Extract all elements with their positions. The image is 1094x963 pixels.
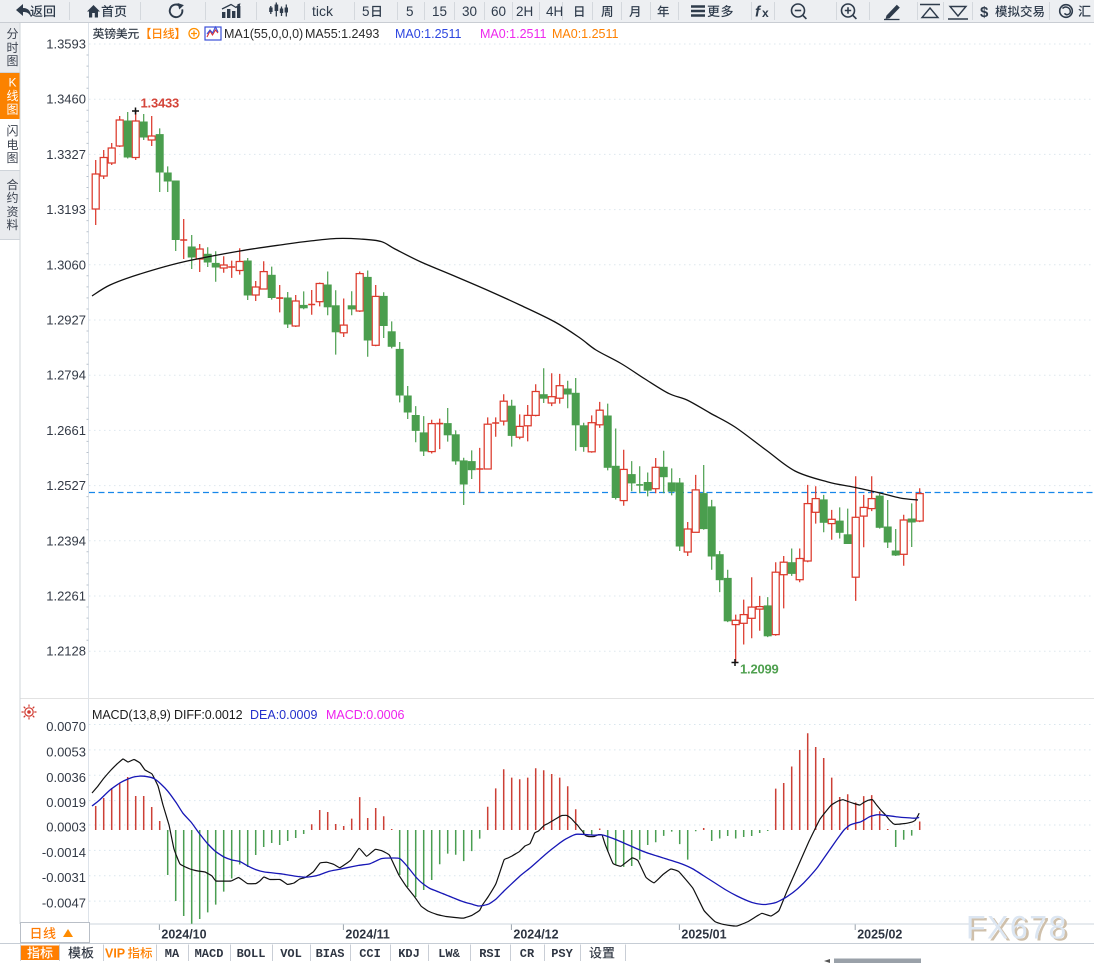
svg-text:BOLL: BOLL <box>237 947 266 961</box>
svg-text:MACD: MACD <box>195 947 224 961</box>
svg-text:FX678: FX678 <box>969 912 1071 948</box>
svg-text:电: 电 <box>6 138 18 152</box>
svg-text:1.2527: 1.2527 <box>46 478 86 493</box>
svg-text:0.0070: 0.0070 <box>46 719 86 734</box>
svg-text:1.2794: 1.2794 <box>46 368 86 383</box>
svg-text:2024/12: 2024/12 <box>513 928 558 942</box>
svg-text:-0.0031: -0.0031 <box>42 870 86 885</box>
svg-text:MA1(55,0,0,0): MA1(55,0,0,0) <box>224 27 303 41</box>
svg-text:MACD:0.0006: MACD:0.0006 <box>326 708 405 722</box>
svg-text:资: 资 <box>6 205 18 219</box>
svg-text:约: 约 <box>6 190 18 205</box>
svg-text:tick: tick <box>312 3 334 19</box>
svg-text:CR: CR <box>520 947 535 961</box>
svg-text:-0.0014: -0.0014 <box>42 845 86 860</box>
svg-text:1.2128: 1.2128 <box>46 644 86 659</box>
svg-text:MACD(13,8,9) DIFF:0.0012: MACD(13,8,9) DIFF:0.0012 <box>92 708 243 722</box>
svg-text:1.3433: 1.3433 <box>141 96 180 111</box>
svg-text:15: 15 <box>432 4 447 19</box>
svg-text:2H: 2H <box>516 4 533 19</box>
svg-text:VOL: VOL <box>280 947 302 961</box>
svg-text:图: 图 <box>6 103 18 117</box>
svg-text:1.2394: 1.2394 <box>46 533 86 548</box>
svg-text:时: 时 <box>6 41 18 55</box>
svg-text:MA0:1.2511: MA0:1.2511 <box>552 27 619 41</box>
svg-text:1.3327: 1.3327 <box>46 147 86 162</box>
svg-text:CCI: CCI <box>359 947 381 961</box>
svg-text:60: 60 <box>491 4 506 19</box>
svg-text:1.2099: 1.2099 <box>740 662 779 677</box>
svg-text:2024/10: 2024/10 <box>161 928 206 942</box>
svg-text:分: 分 <box>6 27 18 41</box>
svg-text:线: 线 <box>6 89 18 103</box>
svg-text:1.3460: 1.3460 <box>46 92 86 107</box>
svg-text:f: f <box>755 4 762 21</box>
svg-text:1.3060: 1.3060 <box>46 257 86 272</box>
svg-text:KDJ: KDJ <box>398 947 420 961</box>
svg-text:1.2261: 1.2261 <box>46 589 86 604</box>
svg-text:MA55:1.2493: MA55:1.2493 <box>305 27 379 41</box>
svg-text:2025/01: 2025/01 <box>681 928 726 942</box>
svg-text:图: 图 <box>6 151 18 165</box>
svg-text:VIP: VIP <box>105 947 125 961</box>
svg-text:-0.0047: -0.0047 <box>42 896 86 911</box>
svg-text:LW&: LW& <box>438 947 460 961</box>
svg-text:1.3593: 1.3593 <box>46 37 86 52</box>
svg-text:0.0003: 0.0003 <box>46 820 86 835</box>
svg-text:FX678: FX678 <box>966 910 1068 946</box>
svg-text:BIAS: BIAS <box>316 947 345 961</box>
svg-text:0.0019: 0.0019 <box>46 795 86 810</box>
svg-text:0.0053: 0.0053 <box>46 744 86 759</box>
svg-text:2024/11: 2024/11 <box>345 928 390 942</box>
svg-text:RSI: RSI <box>479 947 501 961</box>
svg-text:$: $ <box>980 4 989 21</box>
svg-text:图: 图 <box>6 54 18 68</box>
svg-text:5: 5 <box>362 4 370 19</box>
svg-text:1.3193: 1.3193 <box>46 202 86 217</box>
svg-text:0.0036: 0.0036 <box>46 770 86 785</box>
svg-text:DEA:0.0009: DEA:0.0009 <box>250 708 317 722</box>
svg-text:MA0:1.2511: MA0:1.2511 <box>395 27 462 41</box>
svg-text:4H: 4H <box>546 4 563 19</box>
svg-text:合: 合 <box>6 177 18 192</box>
svg-text:MA: MA <box>165 947 180 961</box>
svg-text:1.2661: 1.2661 <box>46 423 86 438</box>
svg-text:PSY: PSY <box>551 947 573 961</box>
svg-text:料: 料 <box>6 218 18 232</box>
svg-text:闪: 闪 <box>6 124 18 138</box>
svg-text:K: K <box>8 76 16 90</box>
svg-text:2025/02: 2025/02 <box>857 928 902 942</box>
svg-text:MA0:1.2511: MA0:1.2511 <box>480 27 547 41</box>
svg-text:x: x <box>762 6 769 20</box>
svg-text:30: 30 <box>462 4 477 19</box>
svg-text:1.2927: 1.2927 <box>46 313 86 328</box>
svg-text:5: 5 <box>406 4 414 19</box>
